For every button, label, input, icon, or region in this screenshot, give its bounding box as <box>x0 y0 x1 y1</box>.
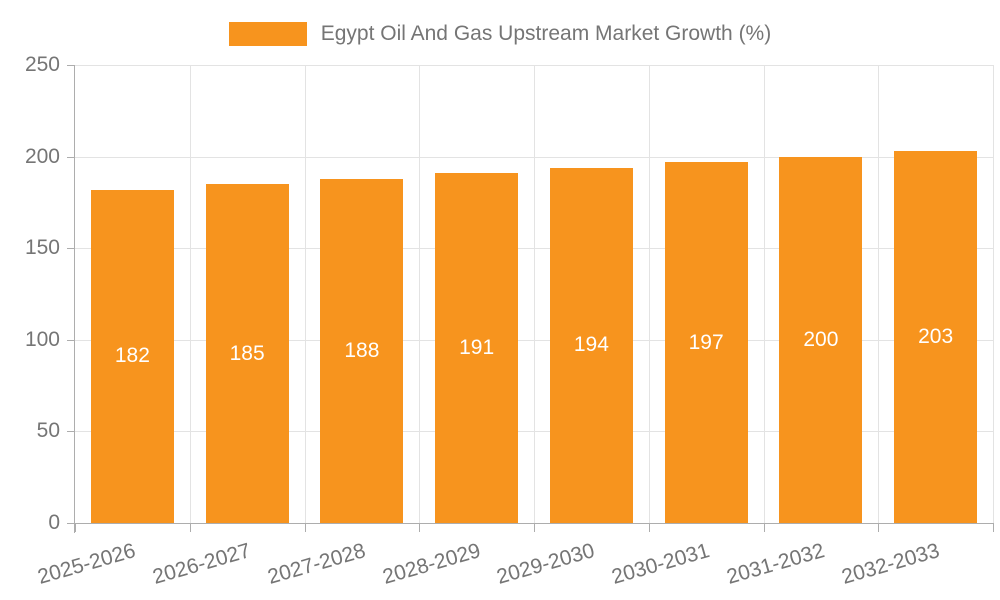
legend-swatch[interactable] <box>228 22 307 46</box>
gridline-vertical <box>878 65 880 523</box>
x-axis-tick <box>304 523 306 532</box>
legend: Egypt Oil And Gas Upstream Market Growth… <box>0 20 1000 48</box>
bar[interactable]: 197 <box>664 162 748 523</box>
bar[interactable]: 203 <box>894 151 978 523</box>
x-axis-tick <box>419 523 421 532</box>
y-axis-tick <box>67 248 75 250</box>
bar[interactable]: 182 <box>90 189 174 523</box>
y-axis-tick <box>67 156 75 158</box>
y-axis-tick <box>67 339 75 341</box>
bar-value-label: 200 <box>803 327 839 351</box>
bar-value-label: 188 <box>344 338 380 362</box>
x-axis-tick <box>763 523 765 532</box>
y-axis-tick-label: 150 <box>24 236 60 260</box>
bar-value-label: 191 <box>459 336 495 360</box>
y-axis-tick <box>67 65 75 66</box>
bar-value-label: 197 <box>688 330 724 354</box>
y-axis-line <box>74 65 75 533</box>
bar[interactable]: 191 <box>435 173 519 523</box>
y-axis-tick-label: 100 <box>24 327 60 351</box>
gridline-vertical <box>189 65 191 523</box>
x-axis-tick <box>993 523 994 532</box>
bar-value-label: 203 <box>918 325 954 349</box>
bar-value-label: 182 <box>114 344 150 368</box>
legend-series-label[interactable]: Egypt Oil And Gas Upstream Market Growth… <box>320 22 772 45</box>
gridline-vertical <box>648 65 650 523</box>
gridline-vertical <box>419 65 421 523</box>
bar-value-label: 194 <box>573 333 609 357</box>
x-axis-tick <box>648 523 650 532</box>
y-axis-tick <box>67 431 75 433</box>
x-axis-tick <box>878 523 880 532</box>
gridline-vertical <box>993 65 994 523</box>
bar[interactable]: 200 <box>779 156 863 523</box>
x-axis-tick <box>75 523 76 532</box>
bar[interactable]: 188 <box>320 178 404 523</box>
x-axis-tick <box>189 523 191 532</box>
gridline-vertical <box>304 65 306 523</box>
x-axis-tick <box>534 523 535 532</box>
y-axis-tick <box>67 523 75 524</box>
plot-area: 182 185 188 191 194 197 200 203 <box>75 65 994 523</box>
gridline-vertical <box>763 65 765 523</box>
gridline-vertical <box>534 65 535 523</box>
y-axis-tick-label: 0 <box>48 511 60 534</box>
bar-value-label: 185 <box>229 341 265 365</box>
bar[interactable]: 185 <box>205 184 289 523</box>
y-axis-tick-label: 250 <box>24 53 60 76</box>
y-axis-tick-label: 200 <box>24 144 60 168</box>
y-axis-tick-label: 50 <box>36 419 60 443</box>
bar[interactable]: 194 <box>549 167 633 523</box>
